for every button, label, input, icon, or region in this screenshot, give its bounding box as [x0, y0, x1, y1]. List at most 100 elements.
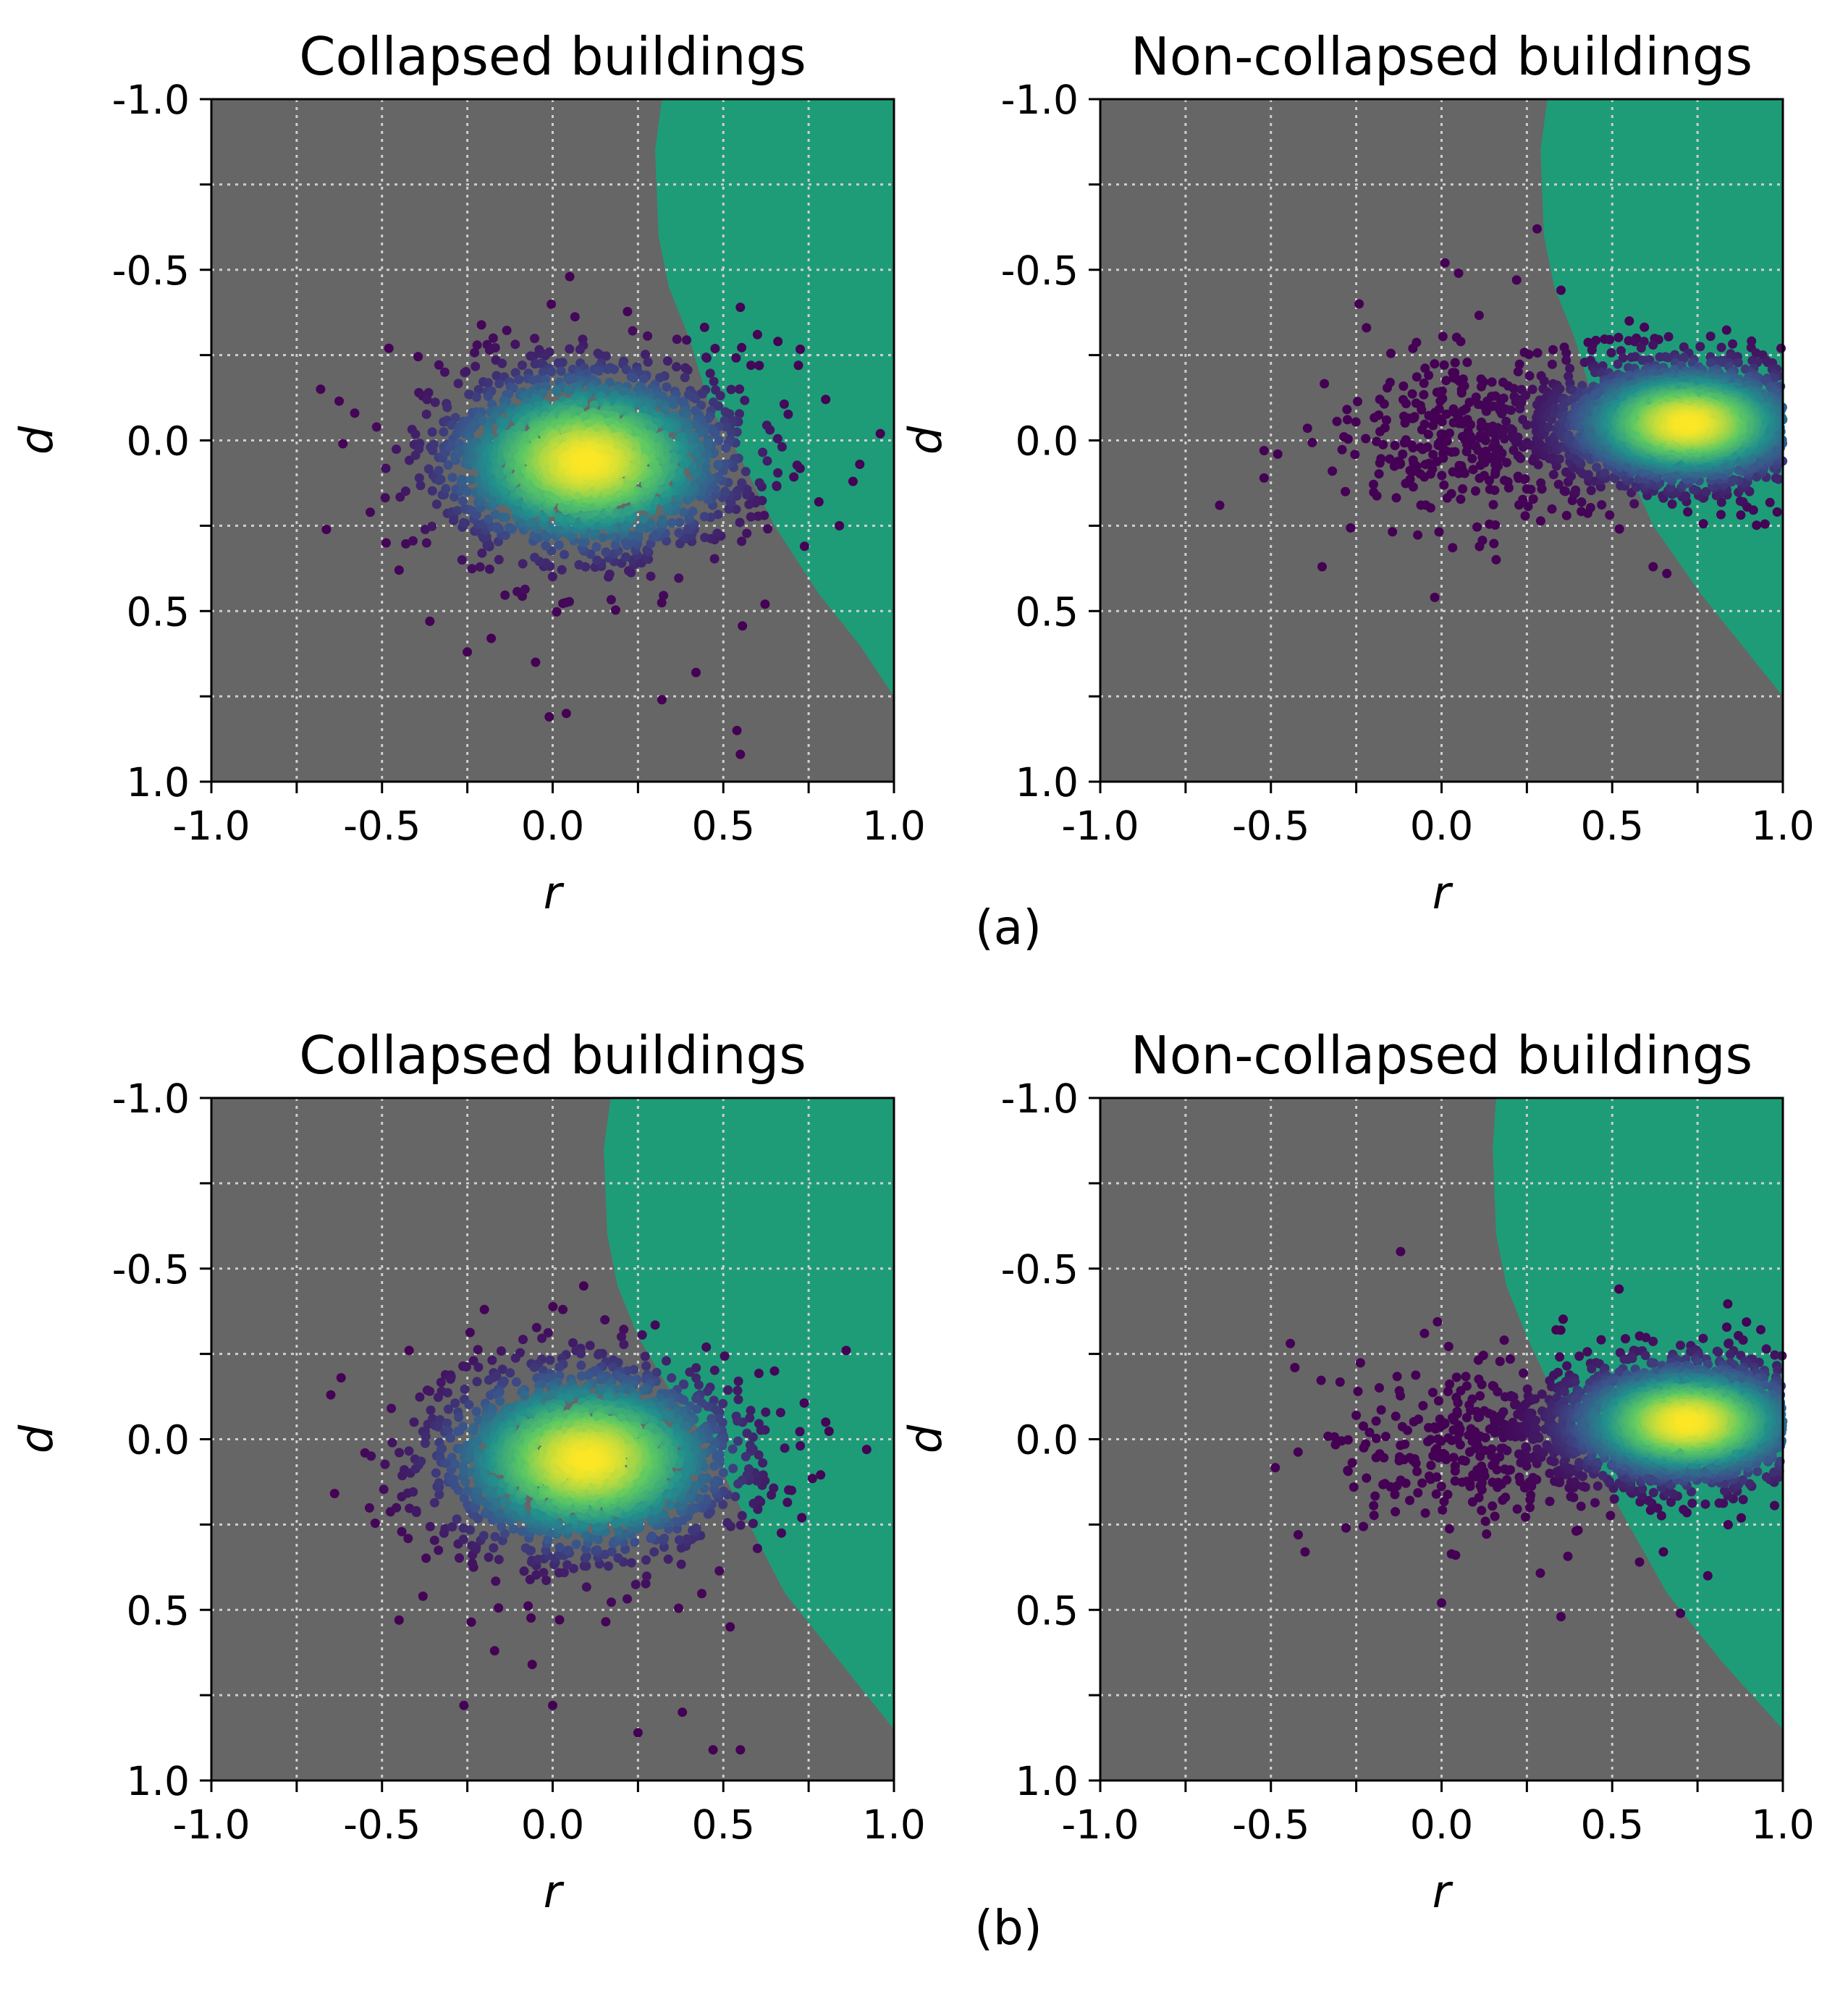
data-point	[1434, 527, 1444, 537]
data-point	[538, 511, 548, 521]
data-point	[760, 599, 770, 609]
data-point	[434, 360, 444, 370]
data-point	[527, 517, 537, 527]
data-point	[530, 552, 540, 562]
data-point	[565, 596, 574, 607]
data-point	[1337, 444, 1347, 455]
data-point	[848, 476, 858, 486]
data-point	[1477, 536, 1488, 546]
data-point	[1369, 479, 1378, 489]
data-point	[1259, 473, 1269, 483]
data-point	[1343, 434, 1353, 444]
data-point	[662, 382, 672, 392]
data-point	[672, 362, 681, 372]
data-point	[1374, 410, 1384, 420]
data-point	[1386, 348, 1396, 358]
data-point	[1472, 522, 1482, 532]
x-tick-label: -0.5	[343, 803, 421, 849]
data-point	[447, 473, 457, 483]
data-point	[1564, 430, 1574, 440]
data-point	[463, 647, 473, 657]
data-point	[434, 465, 444, 476]
data-point	[720, 486, 730, 497]
data-point	[1430, 359, 1440, 369]
data-point	[425, 616, 435, 626]
data-point	[547, 299, 557, 309]
data-point	[679, 507, 688, 518]
data-point	[740, 395, 750, 405]
data-point	[413, 352, 423, 362]
data-point	[814, 497, 824, 507]
data-point	[570, 312, 580, 322]
data-point	[688, 392, 698, 402]
data-point	[1640, 322, 1650, 332]
data-point	[476, 320, 486, 330]
data-point	[1458, 484, 1468, 494]
data-point	[1736, 510, 1746, 520]
data-point	[772, 434, 782, 444]
panel-a-collapsed: -1.0-1.0-0.5-0.50.00.00.50.51.01.0Collap…	[10, 26, 926, 919]
data-point	[466, 475, 476, 485]
data-point	[1516, 453, 1526, 463]
data-point	[484, 515, 494, 525]
data-point	[657, 695, 667, 705]
data-point	[494, 554, 504, 565]
data-point	[563, 385, 573, 395]
data-point	[594, 366, 604, 376]
data-point	[415, 481, 426, 491]
data-point	[1425, 503, 1435, 513]
data-point	[1605, 334, 1615, 345]
data-point	[561, 709, 571, 719]
data-point	[657, 515, 667, 525]
data-point	[1571, 485, 1581, 495]
data-point	[494, 379, 505, 389]
data-point	[1698, 519, 1708, 529]
data-point	[741, 467, 751, 476]
data-point	[1453, 269, 1464, 278]
data-point	[436, 475, 446, 484]
data-point	[674, 434, 684, 444]
data-point	[1752, 520, 1762, 531]
data-point	[1491, 554, 1501, 565]
data-point	[1398, 381, 1409, 391]
data-point	[855, 460, 865, 469]
data-point	[1466, 431, 1475, 442]
data-point	[710, 344, 720, 353]
data-point	[1446, 489, 1456, 499]
data-point	[1456, 337, 1466, 347]
y-tick-label: -0.5	[112, 248, 190, 294]
data-point	[1548, 345, 1558, 355]
data-point	[589, 400, 599, 410]
data-point	[541, 374, 551, 384]
data-point	[657, 598, 667, 608]
data-point	[660, 405, 670, 415]
data-point	[504, 389, 514, 399]
data-point	[1663, 331, 1674, 342]
data-point	[709, 376, 719, 386]
data-point	[738, 621, 748, 631]
data-point	[1422, 442, 1433, 452]
data-point	[598, 533, 608, 543]
data-point	[1341, 486, 1351, 497]
data-point	[1362, 323, 1372, 333]
y-tick-label: 0.0	[127, 418, 190, 465]
data-point	[530, 334, 540, 344]
data-point	[1536, 478, 1546, 488]
data-point	[1728, 339, 1738, 349]
data-point	[1587, 345, 1597, 355]
data-point	[737, 478, 747, 488]
data-point	[688, 506, 698, 516]
data-point	[501, 512, 511, 523]
data-point	[334, 396, 344, 406]
data-point	[1419, 379, 1429, 388]
data-point	[1526, 484, 1536, 494]
data-point	[1302, 423, 1312, 434]
data-point	[1532, 224, 1542, 234]
data-point	[381, 538, 391, 548]
data-point	[1513, 367, 1523, 376]
data-point	[1648, 340, 1658, 350]
data-point	[1376, 454, 1386, 464]
data-point	[518, 559, 528, 569]
data-point	[1409, 412, 1419, 422]
data-point	[520, 584, 530, 594]
